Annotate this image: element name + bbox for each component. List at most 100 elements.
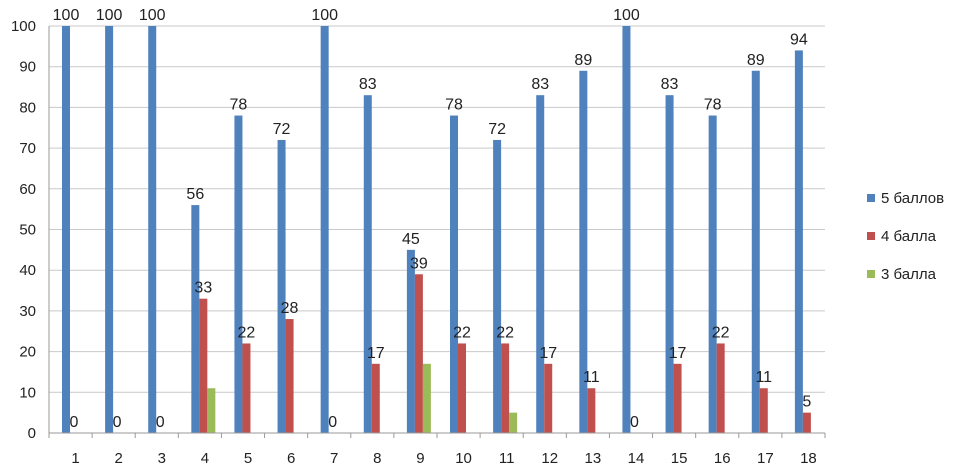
- data-label: 22: [238, 324, 256, 341]
- y-tick-label: 0: [28, 425, 36, 442]
- data-label: 78: [230, 97, 248, 114]
- data-label: 89: [747, 52, 765, 69]
- bar: [802, 412, 811, 433]
- data-label: 22: [712, 324, 730, 341]
- bar: [422, 363, 431, 433]
- bar: [759, 388, 768, 433]
- data-label: 22: [453, 324, 471, 341]
- legend-swatch: [867, 232, 875, 240]
- bar: [509, 412, 518, 433]
- data-label: 78: [704, 97, 722, 114]
- data-label: 83: [359, 76, 377, 93]
- bar: [371, 363, 380, 433]
- bar: [242, 343, 251, 433]
- data-label: 100: [53, 7, 80, 24]
- data-label: 11: [583, 369, 600, 386]
- bar: [587, 388, 596, 433]
- x-tick-label: 4: [201, 450, 209, 467]
- data-label: 100: [139, 7, 166, 24]
- y-tick-label: 70: [19, 140, 36, 157]
- data-label: 22: [496, 324, 514, 341]
- x-tick-label: 7: [330, 450, 338, 467]
- x-tick-label: 18: [800, 450, 817, 467]
- x-tick-label: 9: [416, 450, 424, 467]
- x-tick-label: 17: [757, 450, 774, 467]
- y-tick-label: 50: [19, 222, 36, 239]
- bar: [673, 363, 682, 433]
- bar: [207, 388, 216, 433]
- bar: [285, 319, 294, 433]
- y-tick-label: 80: [19, 99, 36, 116]
- data-label: 17: [367, 345, 385, 362]
- data-label: 0: [156, 414, 165, 431]
- data-label: 72: [488, 121, 506, 138]
- data-label: 0: [630, 414, 639, 431]
- bar: [105, 26, 114, 433]
- bar: [622, 26, 631, 433]
- bar: [493, 139, 502, 433]
- bar: [414, 274, 423, 433]
- x-tick-label: 14: [628, 450, 645, 467]
- bar: [794, 50, 803, 434]
- bar: [716, 343, 725, 433]
- y-tick-label: 60: [19, 181, 36, 198]
- data-label: 17: [539, 345, 557, 362]
- bar: [320, 26, 329, 433]
- bars: [62, 26, 811, 434]
- bar: [450, 115, 458, 433]
- data-label: 17: [669, 345, 687, 362]
- x-tick-label: 11: [499, 450, 515, 467]
- y-tick-label: 40: [19, 262, 36, 279]
- data-label: 11: [755, 369, 772, 386]
- bar: [544, 363, 553, 433]
- gridlines: [49, 25, 825, 434]
- bar: [665, 95, 674, 433]
- data-label: 100: [96, 7, 123, 24]
- x-tick-label: 16: [714, 450, 731, 467]
- x-tick-label: 6: [287, 450, 295, 467]
- data-label: 33: [194, 280, 212, 297]
- data-label: 83: [661, 76, 679, 93]
- bar: [277, 139, 286, 433]
- legend-label: 3 балла: [881, 266, 937, 283]
- bar: [148, 26, 157, 433]
- x-tick-label: 3: [158, 450, 166, 467]
- bar: [751, 70, 760, 434]
- bar: [458, 343, 466, 433]
- data-label: 5: [802, 394, 811, 411]
- data-label: 100: [311, 7, 338, 24]
- data-label: 45: [402, 231, 420, 248]
- x-tick-label: 5: [244, 450, 252, 467]
- bar: [191, 205, 200, 433]
- x-tick-label: 2: [114, 450, 122, 467]
- x-tick-label: 13: [585, 450, 602, 467]
- y-tick-label: 90: [19, 59, 36, 76]
- bar: [363, 95, 372, 433]
- y-tick-label: 30: [19, 303, 36, 320]
- y-tick-label: 20: [19, 344, 36, 361]
- bar: [536, 95, 545, 433]
- data-label: 28: [281, 300, 299, 317]
- x-tick-label: 8: [373, 450, 381, 467]
- bar: [406, 249, 415, 433]
- data-label: 39: [410, 255, 428, 272]
- legend: 5 баллов 4 балла 3 балла: [867, 190, 944, 283]
- data-label: 0: [70, 414, 79, 431]
- legend-swatch: [867, 270, 875, 278]
- data-label: 83: [531, 76, 549, 93]
- data-label: 0: [113, 414, 122, 431]
- legend-swatch: [867, 194, 875, 202]
- y-tick-label: 10: [19, 384, 36, 401]
- legend-label: 4 балла: [881, 228, 937, 245]
- data-label: 56: [186, 186, 204, 203]
- x-tick-label: 10: [455, 450, 472, 467]
- bar: [579, 70, 588, 434]
- x-tick-label: 15: [671, 450, 688, 467]
- x-tick-label: 1: [71, 450, 79, 467]
- data-label: 78: [445, 97, 463, 114]
- data-label: 89: [574, 52, 592, 69]
- data-label: 100: [613, 7, 640, 24]
- x-tick-label: 12: [541, 450, 558, 467]
- bar: [62, 26, 70, 433]
